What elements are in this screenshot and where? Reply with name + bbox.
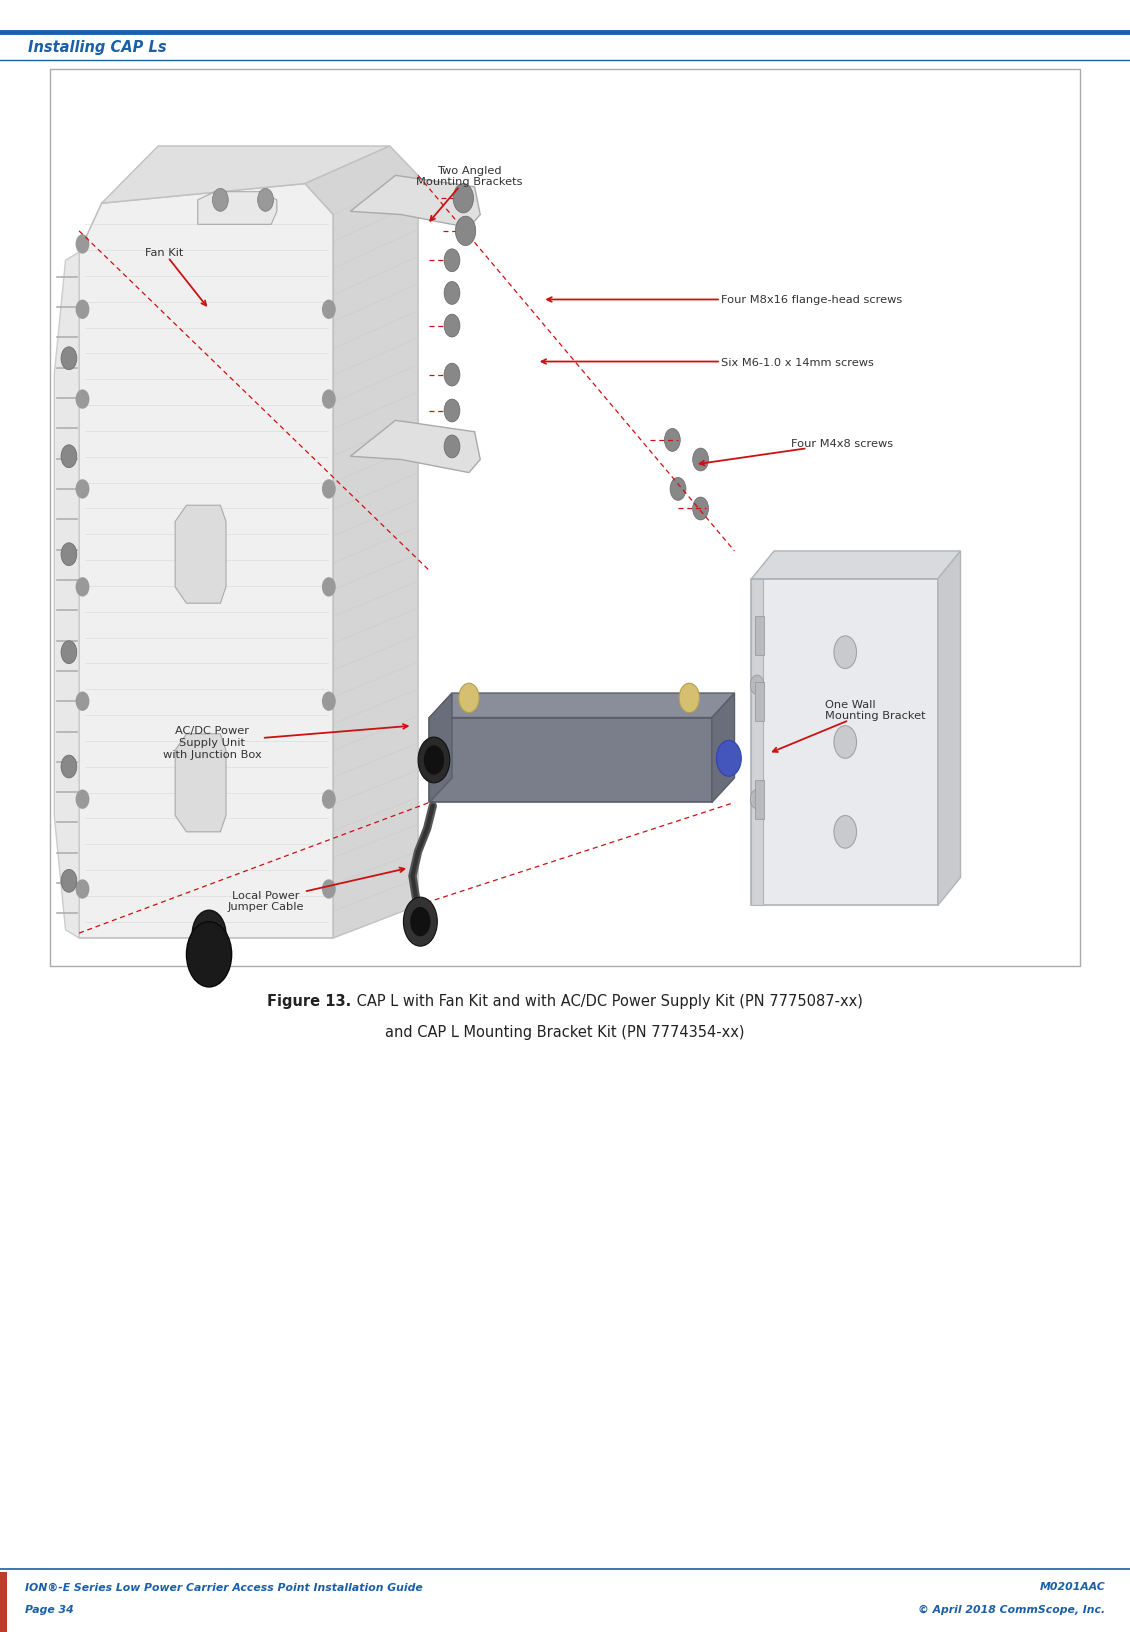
Circle shape <box>410 907 431 937</box>
Circle shape <box>424 746 444 775</box>
Text: Four M4x8 screws: Four M4x8 screws <box>699 439 893 467</box>
Bar <box>755 617 764 656</box>
Circle shape <box>61 446 77 468</box>
Text: Figure 13.: Figure 13. <box>0 992 85 1009</box>
Circle shape <box>444 250 460 273</box>
Circle shape <box>76 235 88 255</box>
Circle shape <box>453 184 473 214</box>
Text: Four M8x16 flange-head screws: Four M8x16 flange-head screws <box>547 295 902 305</box>
Polygon shape <box>54 253 79 938</box>
Polygon shape <box>429 694 452 803</box>
Circle shape <box>61 348 77 370</box>
Circle shape <box>323 692 334 712</box>
Circle shape <box>444 400 460 423</box>
Circle shape <box>323 790 334 808</box>
Polygon shape <box>175 734 226 832</box>
Text: CAP L with Fan Kit and with AC/DC Power Supply Kit (PN 7775087-xx): CAP L with Fan Kit and with AC/DC Power … <box>351 992 862 1009</box>
Polygon shape <box>751 579 763 906</box>
Circle shape <box>61 543 77 566</box>
Polygon shape <box>350 421 480 473</box>
Circle shape <box>76 692 88 712</box>
Polygon shape <box>198 193 277 225</box>
Text: CAP L with Fan Kit and with AC/DC Power Supply Kit (PN 7775087-xx): CAP L with Fan Kit and with AC/DC Power … <box>0 992 511 1009</box>
Circle shape <box>750 676 764 695</box>
Text: AC/DC Power
Supply Unit
with Junction Box: AC/DC Power Supply Unit with Junction Bo… <box>163 725 408 759</box>
Bar <box>755 682 764 721</box>
Circle shape <box>212 189 228 212</box>
Text: One Wall
Mounting Bracket: One Wall Mounting Bracket <box>773 698 925 752</box>
Polygon shape <box>429 718 712 803</box>
Circle shape <box>76 881 88 898</box>
Circle shape <box>834 816 857 849</box>
Circle shape <box>61 641 77 664</box>
Circle shape <box>323 480 334 499</box>
Circle shape <box>258 189 273 212</box>
Polygon shape <box>175 506 226 604</box>
Circle shape <box>679 684 699 713</box>
Circle shape <box>455 217 476 246</box>
Circle shape <box>444 282 460 305</box>
Circle shape <box>323 881 334 898</box>
Polygon shape <box>305 147 418 938</box>
Circle shape <box>444 436 460 459</box>
Circle shape <box>76 790 88 808</box>
Text: Fan Kit: Fan Kit <box>145 248 206 307</box>
Circle shape <box>76 300 88 320</box>
Circle shape <box>61 870 77 893</box>
Circle shape <box>716 741 741 777</box>
Text: Figure 13. CAP L with Fan Kit and with AC/DC Power Supply Kit (PN 7775087-xx): Figure 13. CAP L with Fan Kit and with A… <box>273 992 857 1009</box>
Circle shape <box>323 390 334 410</box>
Text: M0201AAC: M0201AAC <box>1040 1581 1105 1591</box>
Circle shape <box>323 578 334 597</box>
Circle shape <box>403 898 437 947</box>
Text: Installing CAP Ls: Installing CAP Ls <box>28 39 167 55</box>
Bar <box>50 70 1080 966</box>
Circle shape <box>444 364 460 387</box>
Text: Figure 13.: Figure 13. <box>268 992 351 1009</box>
Text: © April 2018 CommScope, Inc.: © April 2018 CommScope, Inc. <box>918 1604 1105 1614</box>
Circle shape <box>750 790 764 809</box>
Text: and CAP L Mounting Bracket Kit (PN 7774354-xx): and CAP L Mounting Bracket Kit (PN 77743… <box>385 1023 745 1040</box>
Polygon shape <box>712 694 734 803</box>
Circle shape <box>186 922 232 987</box>
Circle shape <box>444 315 460 338</box>
Text: Page 34: Page 34 <box>25 1604 73 1614</box>
Polygon shape <box>102 147 390 204</box>
Text: Six M6-1.0 x 14mm screws: Six M6-1.0 x 14mm screws <box>541 357 873 367</box>
Circle shape <box>76 578 88 597</box>
Polygon shape <box>938 552 960 906</box>
Circle shape <box>61 756 77 778</box>
Circle shape <box>192 911 226 960</box>
Polygon shape <box>350 176 480 228</box>
Circle shape <box>670 478 686 501</box>
Text: ION®-E Series Low Power Carrier Access Point Installation Guide: ION®-E Series Low Power Carrier Access P… <box>25 1581 423 1591</box>
Polygon shape <box>429 694 734 718</box>
Polygon shape <box>751 552 960 579</box>
Circle shape <box>834 636 857 669</box>
Circle shape <box>76 390 88 410</box>
Bar <box>0 1572 7 1632</box>
Text: Two Angled
Mounting Brackets: Two Angled Mounting Brackets <box>416 165 522 222</box>
Polygon shape <box>79 184 333 938</box>
Circle shape <box>323 300 334 320</box>
Text: Local Power
Jumper Cable: Local Power Jumper Cable <box>227 868 405 912</box>
Circle shape <box>693 449 709 472</box>
Bar <box>755 780 764 819</box>
Circle shape <box>459 684 479 713</box>
Circle shape <box>76 480 88 499</box>
Circle shape <box>693 498 709 521</box>
Polygon shape <box>751 579 938 906</box>
Circle shape <box>418 738 450 783</box>
Circle shape <box>664 429 680 452</box>
Circle shape <box>834 726 857 759</box>
